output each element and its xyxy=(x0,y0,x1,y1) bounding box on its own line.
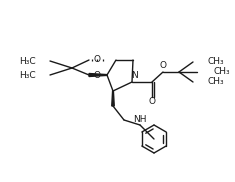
Text: H₃C: H₃C xyxy=(19,72,36,80)
Text: H₃C: H₃C xyxy=(19,58,36,66)
Text: NH: NH xyxy=(133,116,146,124)
Text: O: O xyxy=(94,70,101,80)
Polygon shape xyxy=(89,74,107,76)
Polygon shape xyxy=(112,91,114,106)
Text: CH₃: CH₃ xyxy=(207,78,224,86)
Text: O: O xyxy=(160,60,167,70)
Text: O: O xyxy=(94,56,101,64)
Text: N: N xyxy=(131,72,137,80)
Text: O: O xyxy=(149,98,156,106)
Text: CH₃: CH₃ xyxy=(213,68,230,76)
Text: CH₃: CH₃ xyxy=(207,58,224,66)
